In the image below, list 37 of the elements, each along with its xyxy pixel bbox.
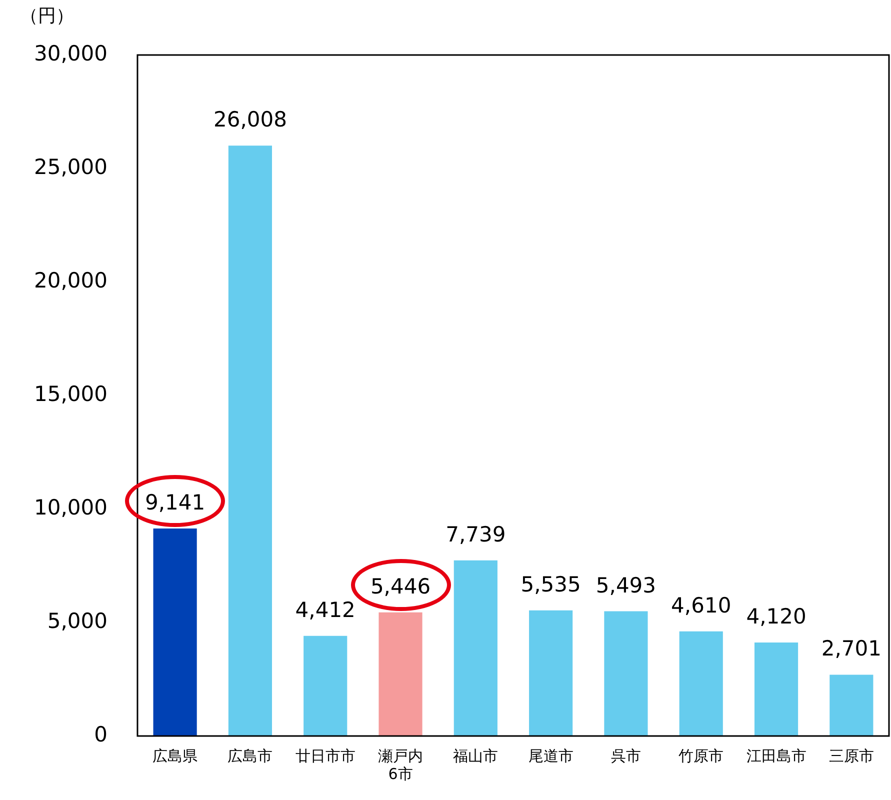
y-tick-label: 0 — [94, 722, 108, 746]
y-tick-label: 5,000 — [47, 608, 108, 633]
y-axis-title: （円） — [20, 6, 74, 27]
y-tick-label: 20,000 — [34, 268, 108, 292]
data-label: 9,141 — [144, 490, 206, 514]
x-tick-label: 竹原市 — [678, 746, 724, 765]
x-tick-label: 瀬戸内 6市 — [378, 746, 424, 783]
bar — [679, 631, 723, 736]
bar — [228, 146, 272, 736]
bar — [304, 636, 348, 736]
data-label: 5,535 — [520, 572, 581, 596]
x-tick-label: 三原市 — [828, 746, 874, 765]
x-tick-label: 呉市 — [610, 746, 641, 765]
data-label: 2,701 — [821, 636, 882, 661]
y-tick-label: 15,000 — [34, 382, 108, 406]
bar — [604, 611, 648, 736]
bar — [454, 560, 498, 736]
data-label: 4,120 — [746, 604, 806, 628]
x-tick-label: 尾道市 — [528, 746, 574, 765]
y-tick-label: 30,000 — [34, 41, 108, 66]
bar — [529, 610, 573, 736]
data-label: 7,739 — [446, 522, 506, 546]
data-label: 4,610 — [671, 593, 732, 618]
data-label: 26,008 — [213, 108, 287, 132]
x-tick-label: 廿日市市 — [295, 746, 356, 765]
data-label: 5,493 — [596, 573, 656, 598]
x-tick-label: 広島県 — [152, 746, 198, 765]
x-tick-label: 広島市 — [228, 746, 273, 765]
bar — [754, 642, 798, 736]
y-tick-label: 10,000 — [34, 495, 108, 520]
bar — [830, 674, 874, 736]
bar — [153, 528, 197, 736]
x-tick-label: 江田島市 — [746, 746, 806, 765]
x-tick-label: 福山市 — [453, 746, 498, 765]
y-tick-label: 25,000 — [34, 154, 108, 179]
data-label: 4,412 — [295, 598, 356, 622]
data-label: 5,446 — [370, 574, 431, 598]
